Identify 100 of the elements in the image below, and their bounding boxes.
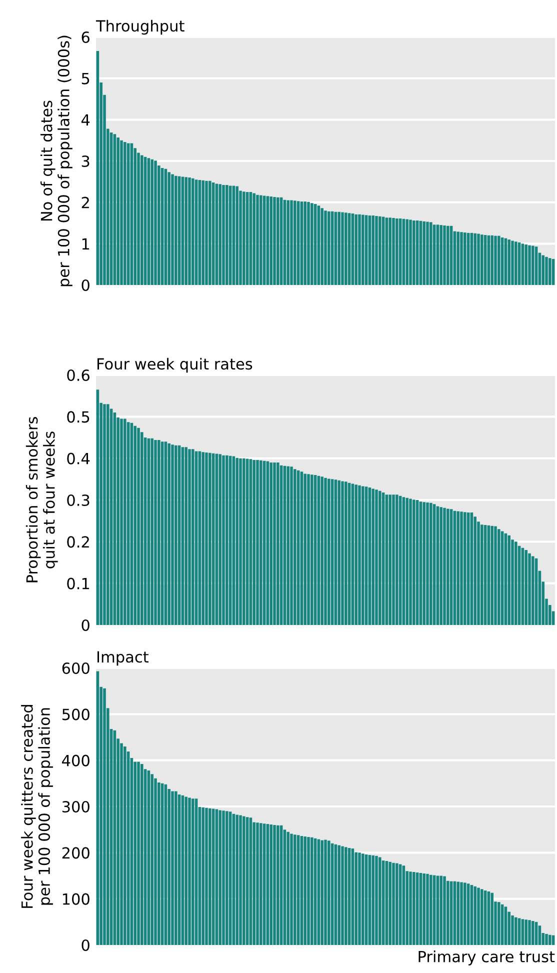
- bar: [137, 428, 140, 625]
- bar: [120, 418, 123, 625]
- bar: [548, 934, 552, 945]
- bar: [398, 496, 402, 625]
- bar: [168, 788, 170, 945]
- bar: [443, 225, 446, 285]
- bar: [256, 822, 259, 945]
- bar: [464, 512, 466, 625]
- bar: [276, 462, 280, 625]
- bar: [147, 158, 150, 285]
- y-tick-label: 400: [62, 754, 90, 766]
- bar: [498, 236, 500, 285]
- bar: [228, 186, 232, 285]
- bar: [320, 476, 324, 625]
- bar: [409, 498, 412, 625]
- bar: [338, 212, 340, 285]
- bar: [385, 494, 388, 625]
- bar: [103, 688, 106, 945]
- bar: [351, 848, 354, 945]
- bar: [144, 156, 147, 285]
- bar: [262, 196, 266, 285]
- bar: [228, 812, 232, 945]
- bar: [320, 208, 324, 285]
- bar: [307, 202, 310, 285]
- bar: [320, 840, 324, 945]
- bar: [314, 475, 317, 625]
- bar: [130, 143, 134, 285]
- bar: [500, 237, 504, 285]
- bar: [260, 195, 262, 285]
- bar: [552, 258, 555, 285]
- bar: [470, 512, 474, 625]
- bar: [317, 476, 320, 625]
- bar: [232, 814, 236, 945]
- bar: [364, 854, 368, 945]
- bar: [181, 176, 184, 285]
- bar: [158, 782, 160, 945]
- bar: [222, 455, 225, 625]
- bar: [466, 884, 470, 945]
- bar: [256, 460, 259, 625]
- bar: [266, 461, 270, 625]
- bar: [474, 886, 476, 945]
- bar: [372, 855, 374, 945]
- bar: [270, 196, 272, 285]
- bar: [443, 876, 446, 945]
- bar: [416, 872, 419, 945]
- bar: [480, 524, 484, 625]
- bar: [487, 235, 490, 285]
- y-tick-label: 0.1: [67, 578, 90, 590]
- bar: [409, 220, 412, 285]
- bar: [432, 504, 436, 625]
- bar: [344, 847, 348, 945]
- bar: [524, 550, 528, 625]
- bar: [310, 474, 314, 625]
- y-axis-title: Four week quitters created per 100 000 of population: [21, 705, 53, 908]
- bar: [160, 783, 164, 945]
- bar: [490, 235, 494, 285]
- bar: [430, 222, 432, 285]
- bar: [154, 160, 157, 285]
- bar: [188, 178, 191, 285]
- bar: [171, 791, 174, 945]
- bar: [498, 902, 500, 945]
- bar: [364, 215, 368, 285]
- bar: [158, 440, 160, 625]
- bar: [480, 889, 484, 945]
- bar: [430, 874, 432, 945]
- bar: [514, 542, 518, 625]
- bar: [466, 232, 470, 285]
- bar: [215, 454, 218, 625]
- bar: [168, 172, 170, 285]
- bar: [416, 500, 419, 625]
- bar: [511, 240, 514, 285]
- bar: [232, 456, 236, 625]
- bar: [294, 469, 296, 625]
- bar: [164, 784, 168, 945]
- bar: [290, 466, 293, 625]
- bar: [184, 177, 188, 285]
- y-tick-label: 2: [82, 196, 89, 208]
- bar: [419, 220, 422, 285]
- bar: [419, 872, 422, 945]
- bar: [466, 512, 470, 625]
- bar: [246, 192, 249, 285]
- bar: [328, 840, 330, 945]
- bar: [300, 202, 304, 285]
- y-axis-title: Proportion of smokers quit at four weeks: [26, 417, 58, 582]
- bar: [385, 860, 388, 945]
- bar: [205, 180, 208, 285]
- bar: [338, 480, 340, 625]
- bar: [188, 449, 191, 625]
- bar: [460, 232, 463, 285]
- bar: [330, 479, 334, 625]
- bar: [202, 452, 204, 625]
- bar: [532, 920, 534, 945]
- bar: [168, 443, 170, 625]
- bar: [252, 460, 256, 625]
- bar: [514, 242, 518, 285]
- bar: [140, 155, 144, 285]
- bar: [328, 478, 330, 625]
- y-tick-label: 1: [82, 238, 90, 250]
- bar: [181, 447, 184, 625]
- bar: [290, 834, 293, 945]
